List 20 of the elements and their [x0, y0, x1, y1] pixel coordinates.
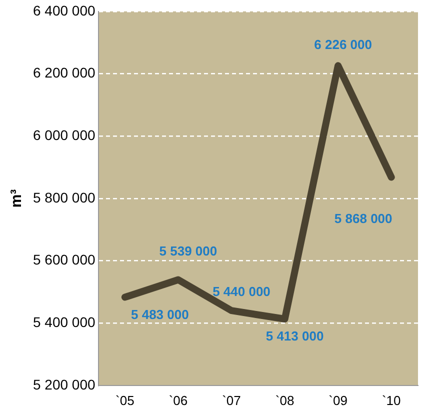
data-label: 5 868 000	[334, 210, 392, 226]
data-label: 6 226 000	[314, 37, 372, 52]
y-tick-label: 6 400 000	[32, 2, 96, 18]
y-axis-title: m³	[8, 189, 26, 208]
x-tick-label: `07	[222, 392, 241, 408]
y-tick-label: 6 000 000	[32, 126, 96, 143]
data-label: 5 413 000	[266, 328, 324, 344]
x-tick-label: `08	[275, 392, 294, 408]
y-tick-label: 5 600 000	[32, 252, 96, 268]
x-tick-label: `09	[328, 392, 348, 408]
x-tick-label: `05	[116, 392, 134, 408]
y-tick-label: 6 200 000	[32, 64, 96, 81]
data-label: 5 539 000	[159, 243, 218, 258]
y-tick-label: 5 800 000	[32, 189, 96, 206]
y-tick-label: 5 200 000	[32, 376, 96, 392]
x-tick-label: `10	[382, 392, 401, 408]
y-tick-label: 5 400 000	[32, 314, 96, 330]
data-label: 5 483 000	[131, 306, 189, 322]
data-label: 5 440 000	[212, 284, 270, 300]
x-tick-label: `06	[168, 392, 188, 408]
